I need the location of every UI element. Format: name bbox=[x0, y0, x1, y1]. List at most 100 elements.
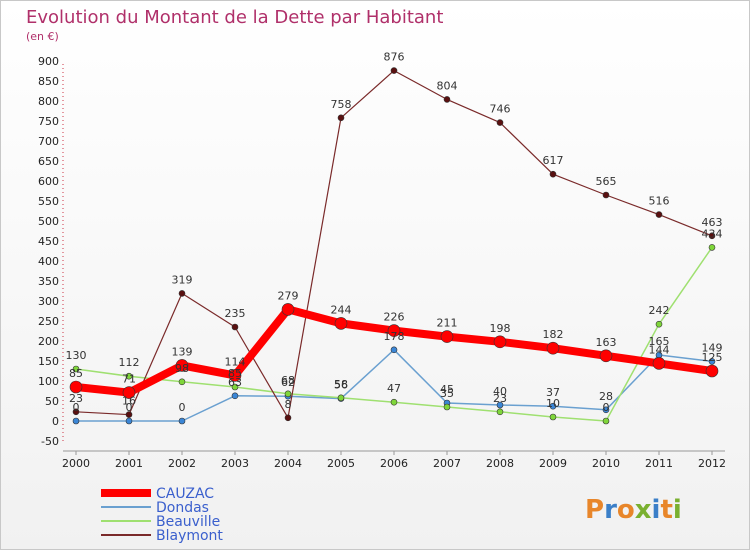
data-point bbox=[387, 324, 401, 337]
data-label: 68 bbox=[281, 374, 295, 387]
x-tick-label: 2008 bbox=[486, 457, 514, 470]
data-label: 565 bbox=[596, 175, 617, 188]
data-point bbox=[549, 170, 557, 178]
data-label: 125 bbox=[702, 351, 723, 364]
data-point bbox=[602, 406, 610, 414]
data-label: 62 bbox=[281, 376, 295, 389]
y-tick-label: 400 bbox=[38, 255, 59, 268]
series-layer bbox=[69, 67, 719, 425]
data-label: 244 bbox=[331, 303, 352, 316]
data-point bbox=[602, 417, 610, 425]
x-tick-label: 2000 bbox=[62, 457, 90, 470]
data-point bbox=[337, 114, 345, 122]
data-label: 198 bbox=[490, 322, 511, 335]
data-label: 47 bbox=[387, 382, 401, 395]
x-tick-label: 2011 bbox=[645, 457, 673, 470]
data-label: 163 bbox=[596, 336, 617, 349]
y-tick-label: 100 bbox=[38, 375, 59, 388]
data-label: 434 bbox=[702, 227, 723, 240]
y-tick-label: 750 bbox=[38, 115, 59, 128]
data-label: 279 bbox=[278, 289, 299, 302]
data-point bbox=[231, 392, 239, 400]
data-point bbox=[228, 369, 242, 382]
data-label: 37 bbox=[546, 386, 560, 399]
data-point bbox=[337, 394, 345, 402]
data-label: 130 bbox=[66, 349, 87, 362]
data-label: 85 bbox=[228, 367, 242, 380]
y-tick-label: 300 bbox=[38, 295, 59, 308]
chart-subtitle: (en €) bbox=[26, 30, 59, 43]
data-label: 211 bbox=[437, 317, 458, 330]
data-point bbox=[496, 119, 504, 126]
logo-letter: i bbox=[652, 495, 661, 525]
data-point bbox=[178, 378, 186, 386]
data-point bbox=[443, 96, 451, 103]
data-label: 235 bbox=[225, 307, 246, 320]
data-label: 758 bbox=[331, 98, 352, 111]
data-point bbox=[390, 346, 398, 354]
x-tick-label: 2010 bbox=[592, 457, 620, 470]
y-tick-label: 800 bbox=[38, 95, 59, 108]
data-label: 85 bbox=[69, 367, 83, 380]
logo-letter: t bbox=[660, 495, 672, 525]
data-label: 35 bbox=[440, 387, 454, 400]
data-point bbox=[549, 402, 557, 410]
data-label: 56 bbox=[334, 379, 348, 392]
x-tick-label: 2005 bbox=[327, 457, 355, 470]
logo-letter: P bbox=[585, 495, 604, 525]
data-label: 804 bbox=[437, 79, 458, 92]
data-point bbox=[599, 349, 613, 363]
legend-label: Dondas bbox=[156, 500, 209, 516]
y-tick-label: 500 bbox=[38, 215, 59, 228]
x-tick-label: 2001 bbox=[115, 457, 143, 470]
data-label: 165 bbox=[649, 335, 670, 348]
data-point bbox=[284, 390, 292, 398]
y-tick-label: 700 bbox=[38, 135, 59, 148]
series-beauville bbox=[72, 244, 716, 425]
x-tick-label: 2002 bbox=[168, 457, 196, 470]
legend-label: Blaymont bbox=[156, 528, 223, 544]
data-point bbox=[125, 417, 133, 425]
data-label: 16 bbox=[122, 395, 136, 408]
y-tick-label: 50 bbox=[45, 395, 59, 408]
chart-title: Evolution du Montant de la Dette par Hab… bbox=[26, 7, 443, 28]
data-label: 112 bbox=[119, 356, 140, 369]
y-tick-label: 250 bbox=[38, 315, 59, 328]
data-label: 319 bbox=[172, 273, 193, 286]
legend-label: CAUZAC bbox=[156, 486, 214, 502]
data-point bbox=[602, 191, 610, 199]
y-tick-label: 150 bbox=[38, 355, 59, 368]
data-point bbox=[122, 386, 136, 399]
data-point bbox=[443, 403, 451, 411]
data-label: 139 bbox=[172, 345, 193, 358]
series-blaymont bbox=[72, 67, 716, 422]
data-label: 63 bbox=[228, 376, 242, 389]
x-tick-label: 2003 bbox=[221, 457, 249, 470]
data-point bbox=[125, 372, 133, 380]
legend-label: Beauville bbox=[156, 514, 220, 530]
data-point bbox=[655, 211, 663, 218]
logo-letter: i bbox=[673, 495, 682, 525]
data-point bbox=[175, 359, 189, 372]
data-point bbox=[334, 317, 348, 330]
data-label: 28 bbox=[599, 390, 613, 403]
data-label: 149 bbox=[702, 341, 723, 354]
data-label: 182 bbox=[543, 328, 564, 341]
data-label: 114 bbox=[225, 355, 246, 368]
data-label: 10 bbox=[546, 397, 560, 410]
y-tick-label: 850 bbox=[38, 75, 59, 88]
data-point bbox=[125, 411, 133, 418]
data-point bbox=[493, 335, 507, 349]
data-point bbox=[655, 320, 663, 328]
data-point bbox=[178, 417, 186, 425]
data-point bbox=[231, 383, 239, 391]
data-label: 58 bbox=[334, 378, 348, 391]
data-label: 144 bbox=[649, 343, 670, 356]
data-label: 226 bbox=[384, 311, 405, 324]
data-label: 23 bbox=[493, 392, 507, 405]
data-label: 746 bbox=[490, 103, 511, 116]
data-label: 178 bbox=[384, 330, 405, 343]
y-tick-label: 450 bbox=[38, 235, 59, 248]
